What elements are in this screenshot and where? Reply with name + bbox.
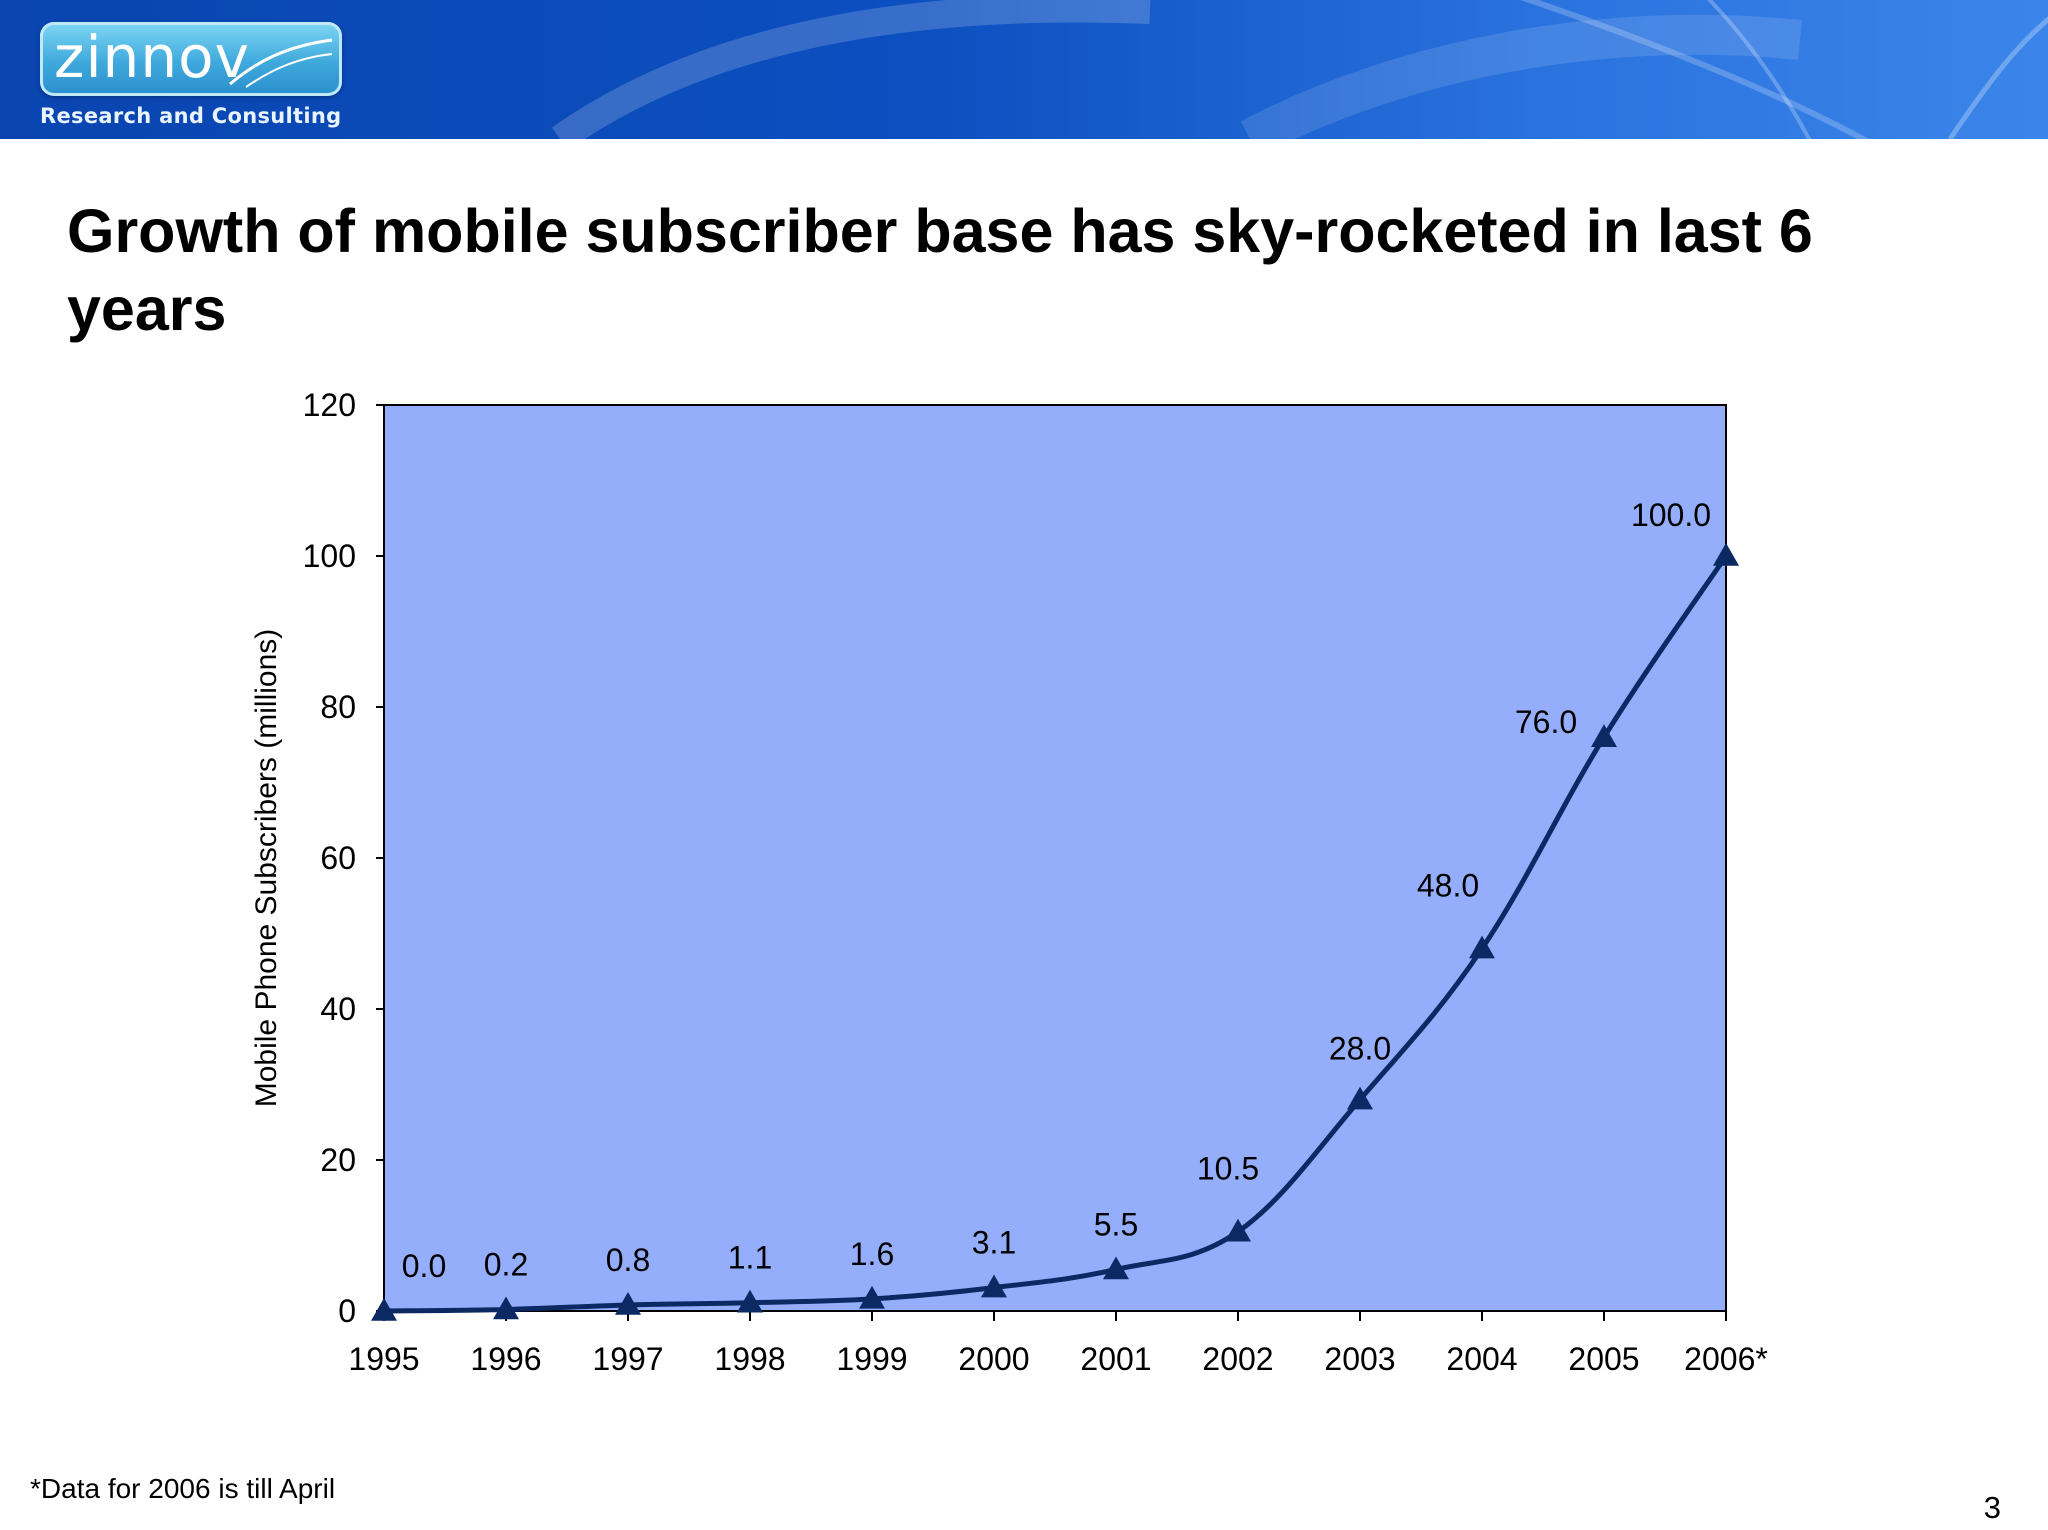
y-tick-label: 40 [320,991,356,1027]
y-tick-label: 120 [303,387,356,423]
page-number: 3 [1983,1490,2001,1525]
data-label: 0.2 [484,1246,528,1282]
x-tick-label: 2003 [1324,1341,1395,1377]
footnote: *Data for 2006 is till April [30,1473,336,1504]
data-label: 28.0 [1329,1031,1391,1067]
plot-area [383,404,1727,1312]
data-label: 3.1 [972,1225,1016,1261]
data-label: 5.5 [1094,1206,1138,1242]
data-label: 1.1 [728,1240,772,1276]
x-tick-label: 2006* [1684,1341,1768,1377]
data-label: 10.5 [1197,1151,1259,1187]
header-swoosh-decoration [551,0,2048,139]
header-band: zinnov Research and Consulting [0,0,2048,139]
data-label: 76.0 [1515,704,1577,740]
x-tick-label: 2002 [1202,1341,1273,1377]
y-axis-label: Mobile Phone Subscribers (millions) [250,629,283,1108]
data-point-marker [1225,1218,1251,1242]
x-tick-label: 1999 [836,1341,907,1377]
x-tick-label: 2004 [1446,1341,1517,1377]
slide-title: Growth of mobile subscriber base has sky… [67,197,1813,343]
logo-tagline: Research and Consulting [40,104,342,128]
data-point-marker [371,1298,397,1321]
x-tick-label: 1996 [470,1341,541,1377]
zinnov-logo: zinnov [40,22,342,96]
data-label: 0.0 [402,1248,446,1284]
x-tick-label: 1997 [592,1341,663,1377]
x-tick-label: 2000 [958,1341,1029,1377]
x-tick-label: 2001 [1080,1341,1151,1377]
data-point-marker [1103,1256,1129,1280]
y-tick-label: 60 [320,840,356,876]
x-tick-label: 1995 [348,1341,419,1377]
data-label: 1.6 [850,1236,894,1272]
logo-wordmark: zinnov [54,23,250,91]
data-label: 48.0 [1417,868,1479,904]
y-tick-label: 100 [303,538,356,574]
data-point-marker [615,1291,641,1315]
data-point-marker [1713,543,1739,566]
x-tick-label: 2005 [1568,1341,1639,1377]
data-label: 100.0 [1631,497,1711,533]
y-tick-label: 80 [320,689,356,725]
y-tick-label: 0 [338,1293,356,1329]
logo-swoosh-icon [229,38,333,88]
data-point-marker [737,1289,763,1313]
data-point-marker [1347,1086,1373,1110]
data-point-marker [1469,935,1495,959]
data-point-marker [493,1296,519,1320]
y-tick-label: 20 [320,1142,356,1178]
data-label: 0.8 [606,1242,650,1278]
data-point-marker [1591,724,1617,747]
data-point-marker [859,1285,885,1309]
data-point-marker [981,1274,1007,1298]
x-tick-label: 1998 [714,1341,785,1377]
